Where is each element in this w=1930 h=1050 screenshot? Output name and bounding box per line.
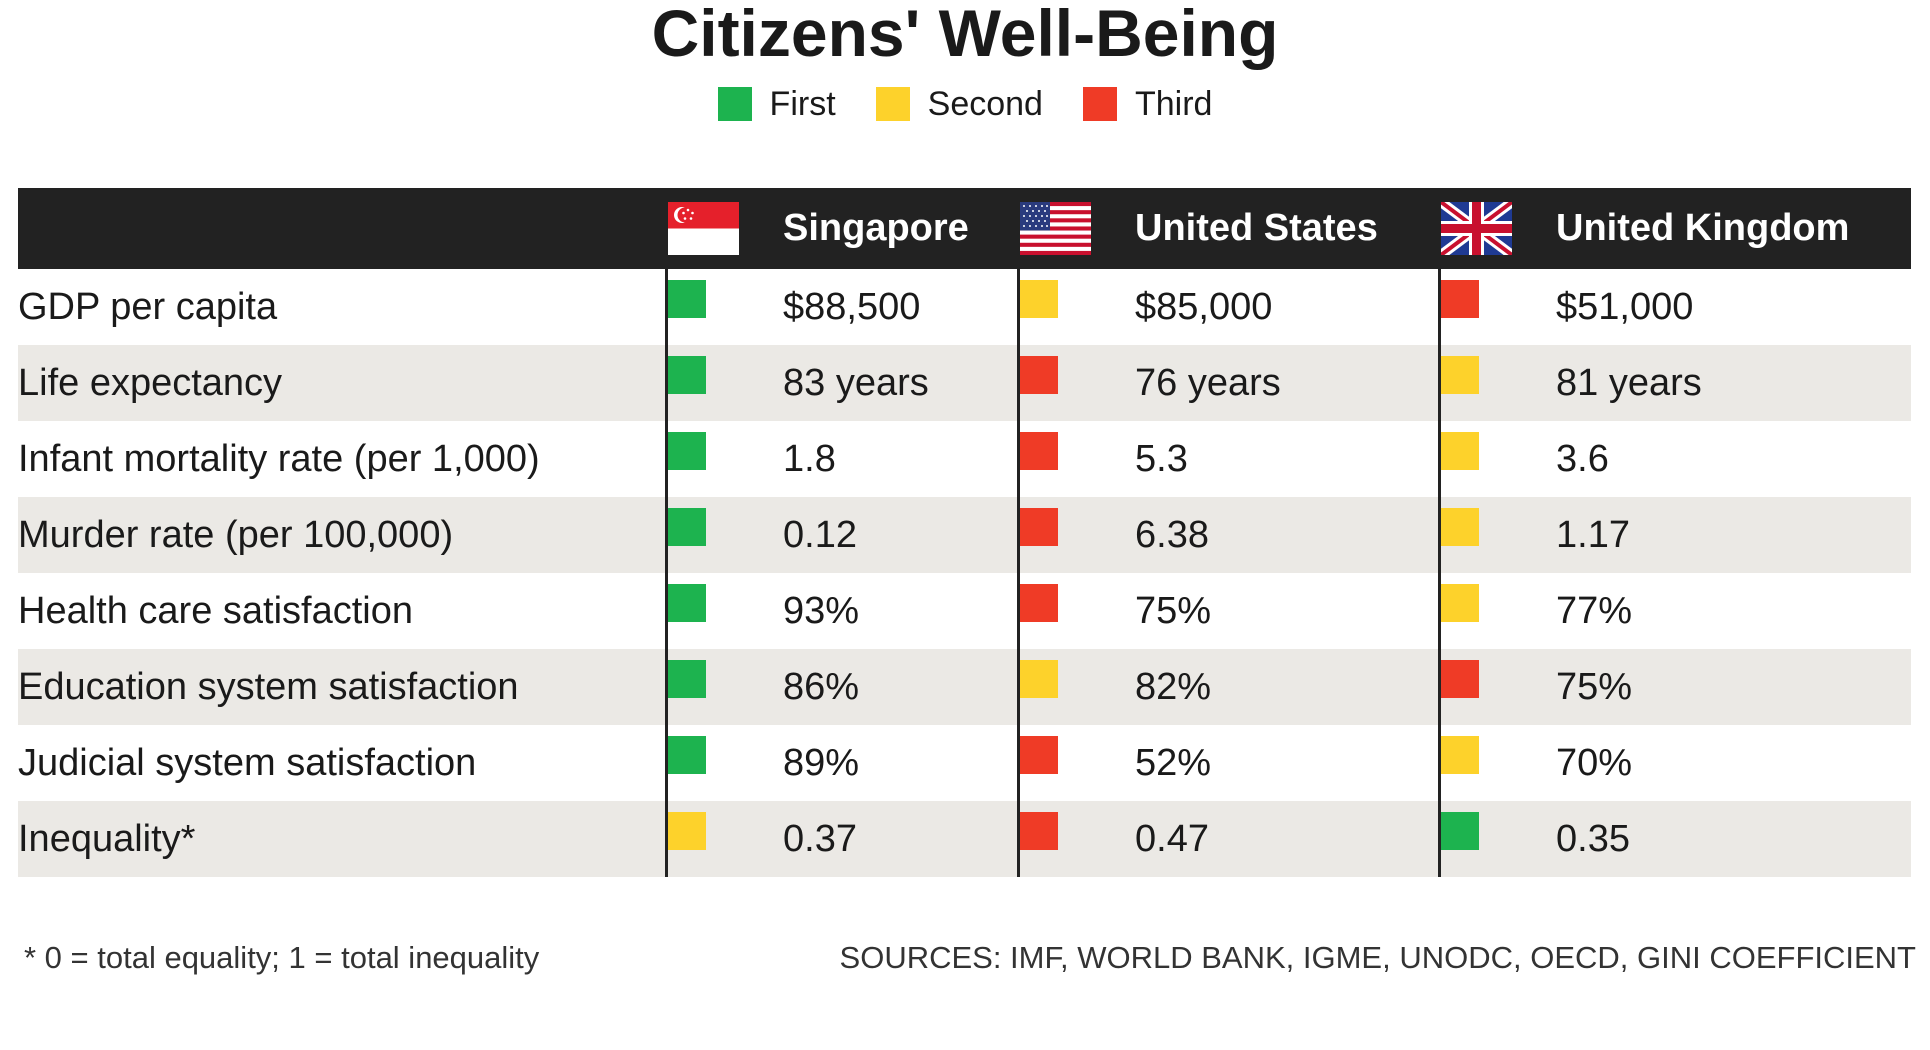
value-infant-mortality-uk: 3.6 xyxy=(1556,437,1609,480)
table-row-life-expectancy: Life expectancy 83 years 76 years 81 yea… xyxy=(18,345,1911,421)
value-murder-rate-uk: 1.17 xyxy=(1556,513,1630,556)
rank-marker-life-expectancy-uk xyxy=(1440,356,1479,394)
legend-label-first: First xyxy=(769,85,836,123)
rank-marker-murder-rate-usa xyxy=(1019,508,1058,546)
legend-swatch-second xyxy=(875,87,910,121)
rank-marker-education-usa xyxy=(1019,660,1058,698)
header-row: Singapore xyxy=(18,188,1911,269)
value-life-expectancy-usa: 76 years xyxy=(1135,361,1281,404)
table-row-education: Education system satisfaction 86% 82% 75… xyxy=(18,649,1911,725)
singapore-flag-icon xyxy=(667,202,739,255)
row-label-infant-mortality: Infant mortality rate (per 1,000) xyxy=(18,437,540,480)
rank-marker-health-care-singapore xyxy=(667,584,706,622)
table-row-murder-rate: Murder rate (per 100,000) 0.12 6.38 1.17 xyxy=(18,497,1911,573)
rank-marker-education-singapore xyxy=(667,660,706,698)
row-label-judicial: Judicial system satisfaction xyxy=(18,741,477,784)
rank-marker-life-expectancy-singapore xyxy=(667,356,706,394)
country-name-singapore: Singapore xyxy=(783,207,969,249)
row-label-life-expectancy: Life expectancy xyxy=(18,361,283,404)
legend: First Second Third xyxy=(0,84,1930,124)
value-infant-mortality-usa: 5.3 xyxy=(1135,437,1188,480)
row-label-inequality: Inequality* xyxy=(18,817,196,860)
rank-marker-murder-rate-uk xyxy=(1440,508,1479,546)
rank-marker-murder-rate-singapore xyxy=(667,508,706,546)
rank-marker-education-uk xyxy=(1440,660,1479,698)
rank-marker-inequality-usa xyxy=(1019,812,1058,850)
rank-marker-inequality-singapore xyxy=(667,812,706,850)
value-judicial-usa: 52% xyxy=(1135,741,1212,784)
value-gdp-singapore: $88,500 xyxy=(783,285,921,328)
rank-marker-health-care-uk xyxy=(1440,584,1479,622)
legend-swatch-third xyxy=(1082,87,1117,121)
country-name-usa: United States xyxy=(1135,207,1378,249)
usa-flag-icon xyxy=(1019,202,1091,255)
rank-marker-judicial-uk xyxy=(1440,736,1479,774)
value-murder-rate-usa: 6.38 xyxy=(1135,513,1209,556)
rank-marker-inequality-uk xyxy=(1440,812,1479,850)
legend-label-second: Second xyxy=(927,85,1043,123)
value-gdp-usa: $85,000 xyxy=(1135,285,1273,328)
table-row-judicial: Judicial system satisfaction 89% 52% 70% xyxy=(18,725,1911,801)
table-row-infant-mortality: Infant mortality rate (per 1,000) 1.8 5.… xyxy=(18,421,1911,497)
rank-marker-infant-mortality-uk xyxy=(1440,432,1479,470)
value-education-usa: 82% xyxy=(1135,665,1212,708)
row-label-education: Education system satisfaction xyxy=(18,665,519,708)
table-row-inequality: Inequality* 0.37 0.47 0.35 xyxy=(18,801,1911,877)
legend-item-third: Third xyxy=(1082,84,1213,124)
rank-marker-health-care-usa xyxy=(1019,584,1058,622)
value-health-care-singapore: 93% xyxy=(783,589,860,632)
value-inequality-singapore: 0.37 xyxy=(783,817,857,860)
table-row-health-care: Health care satisfaction 93% 75% 77% xyxy=(18,573,1911,649)
value-education-singapore: 86% xyxy=(783,665,860,708)
value-judicial-singapore: 89% xyxy=(783,741,860,784)
rank-marker-life-expectancy-usa xyxy=(1019,356,1058,394)
rank-marker-gdp-uk xyxy=(1440,280,1479,318)
value-health-care-uk: 77% xyxy=(1556,589,1633,632)
value-life-expectancy-singapore: 83 years xyxy=(783,361,929,404)
wellbeing-table: Singapore xyxy=(18,188,1911,877)
sources-note: SOURCES: IMF, WORLD BANK, IGME, UNODC, O… xyxy=(839,940,1916,975)
flag-cell-singapore xyxy=(664,188,783,269)
value-judicial-uk: 70% xyxy=(1556,741,1633,784)
header-corner xyxy=(18,188,666,269)
chart-title: Citizens' Well-Being xyxy=(651,0,1279,70)
legend-item-second: Second xyxy=(875,84,1043,124)
rank-marker-infant-mortality-usa xyxy=(1019,432,1058,470)
legend-item-first: First xyxy=(717,84,836,124)
row-label-gdp: GDP per capita xyxy=(18,285,278,328)
country-name-uk: United Kingdom xyxy=(1556,207,1850,249)
row-label-health-care: Health care satisfaction xyxy=(18,589,413,632)
footnote: * 0 = total equality; 1 = total inequali… xyxy=(24,940,540,975)
flag-cell-usa xyxy=(1016,188,1135,269)
legend-swatch-first xyxy=(717,87,752,121)
value-education-uk: 75% xyxy=(1556,665,1633,708)
rank-marker-gdp-singapore xyxy=(667,280,706,318)
value-gdp-uk: $51,000 xyxy=(1556,285,1694,328)
rank-marker-gdp-usa xyxy=(1019,280,1058,318)
uk-flag-icon xyxy=(1440,202,1512,255)
table-row-gdp: GDP per capita $88,500 $85,000 $51,000 xyxy=(18,269,1911,345)
row-label-murder-rate: Murder rate (per 100,000) xyxy=(18,513,454,556)
value-infant-mortality-singapore: 1.8 xyxy=(783,437,836,480)
rank-marker-judicial-usa xyxy=(1019,736,1058,774)
legend-label-third: Third xyxy=(1134,85,1213,123)
value-life-expectancy-uk: 81 years xyxy=(1556,361,1702,404)
value-murder-rate-singapore: 0.12 xyxy=(783,513,857,556)
flag-cell-uk xyxy=(1437,188,1556,269)
value-health-care-usa: 75% xyxy=(1135,589,1212,632)
value-inequality-usa: 0.47 xyxy=(1135,817,1209,860)
rank-marker-infant-mortality-singapore xyxy=(667,432,706,470)
value-inequality-uk: 0.35 xyxy=(1556,817,1630,860)
rank-marker-judicial-singapore xyxy=(667,736,706,774)
